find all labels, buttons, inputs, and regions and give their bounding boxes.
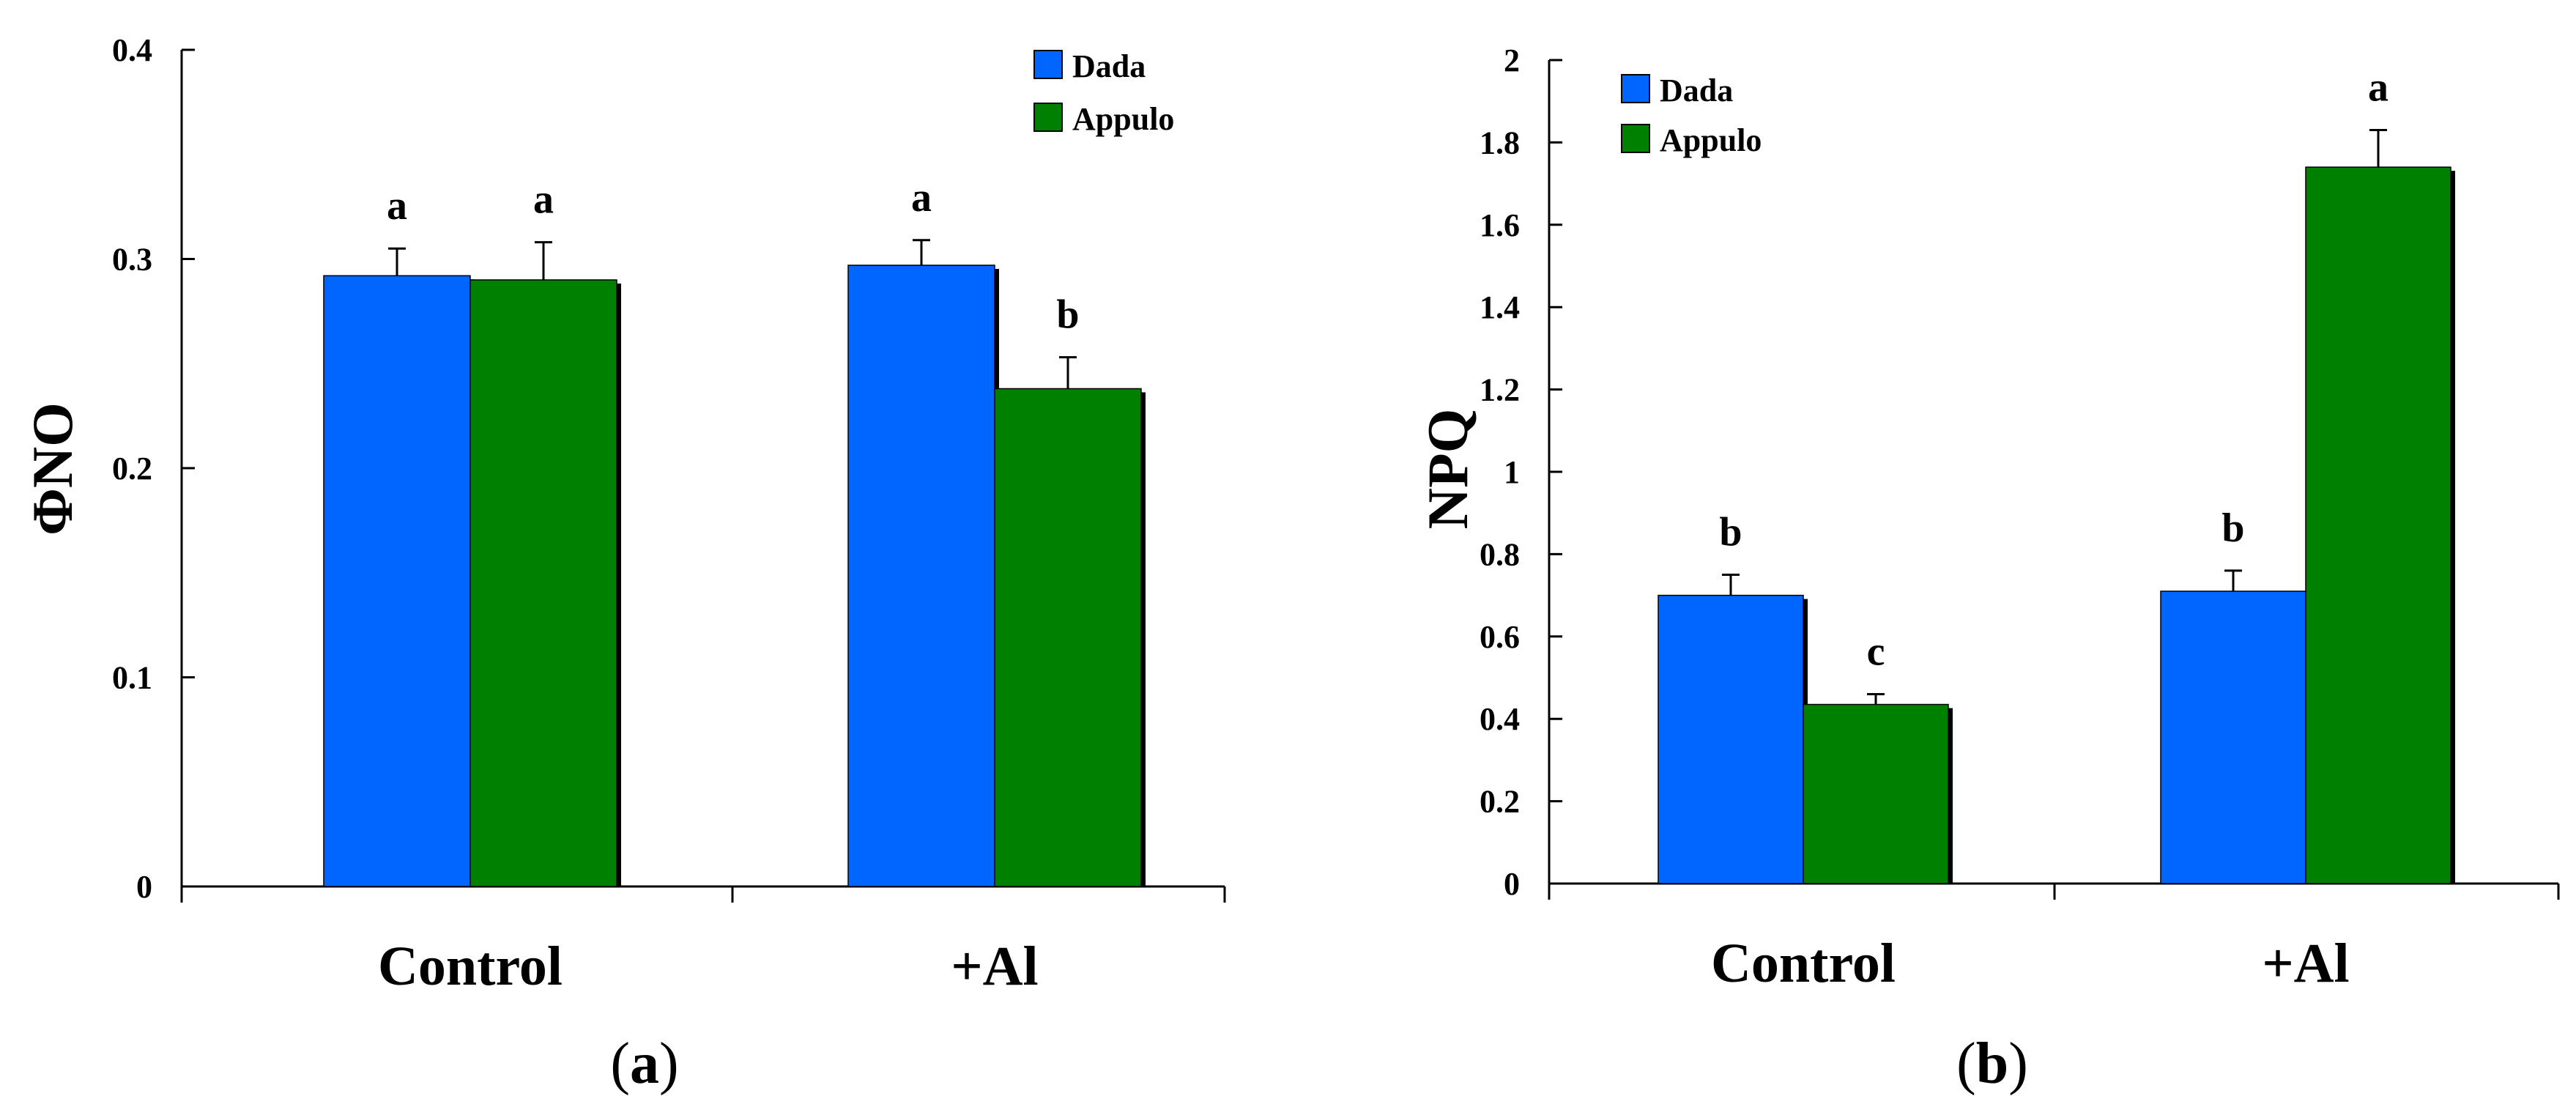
- panel-label: (a): [610, 1032, 678, 1096]
- chart-panel-a: 0 0.1 0.2 0.3 0.4 Control +Al ΦNO a a a b Dada Appulo…: [21, 32, 1226, 1096]
- significance-letter: a: [2368, 65, 2388, 111]
- y-tick-label: 1.6: [1480, 207, 1520, 243]
- y-tick-label: 0.4: [112, 32, 152, 68]
- significance-letter: a: [533, 177, 554, 223]
- panel-paren: (: [1956, 1032, 1976, 1096]
- significance-letter: a: [387, 183, 407, 229]
- significance-letter: b: [2221, 506, 2244, 551]
- panel-letter: b: [1976, 1032, 2009, 1096]
- bar-appulo: [1803, 703, 1949, 884]
- bar-dada: [1658, 594, 1804, 884]
- legend-label: Dada: [1660, 73, 1733, 108]
- bar-appulo: [469, 279, 617, 887]
- significance-letter: a: [911, 175, 932, 221]
- bar-appulo: [994, 388, 1142, 887]
- x-category-label: Control: [378, 936, 563, 997]
- y-tick-label: 0.6: [1480, 619, 1520, 655]
- bar-dada: [2160, 590, 2306, 884]
- legend-swatch-appulo: [1621, 124, 1650, 153]
- y-axis-title: NPQ: [1416, 409, 1480, 530]
- legend-label: Appulo: [1660, 122, 1762, 158]
- y-tick-label: 0.2: [1480, 784, 1520, 820]
- significance-letter: c: [1867, 629, 1885, 674]
- legend-swatch-appulo: [1033, 103, 1063, 132]
- y-tick-label: 0.8: [1480, 536, 1520, 572]
- y-axis-title: ΦNO: [21, 402, 84, 536]
- y-tick-label: 0.2: [112, 451, 152, 486]
- panel-paren: (: [610, 1032, 630, 1096]
- legend: Dada Appulo: [1033, 48, 1174, 137]
- y-tick-label: 1.2: [1480, 372, 1520, 408]
- x-category-label: Control: [1711, 933, 1896, 994]
- bar-dada: [847, 264, 995, 887]
- y-tick-label: 1.4: [1480, 289, 1520, 325]
- y-tick-label: 0: [136, 869, 152, 905]
- chart-panel-b: 0 0.2 0.4 0.6 0.8 1 1.2 1.4 1.6 1.8 2 Control +Al NPQ…: [1416, 42, 2560, 1096]
- y-tick-label: 1: [1504, 454, 1520, 490]
- y-tick-label: 1.8: [1480, 125, 1520, 160]
- x-category-label: +Al: [951, 936, 1038, 997]
- bar-appulo: [2305, 166, 2451, 884]
- panel-paren: ): [659, 1032, 679, 1096]
- y-tick-label: 0.3: [112, 242, 152, 278]
- y-tick-label: 2: [1504, 42, 1520, 78]
- significance-letter: b: [1056, 292, 1079, 338]
- legend: Dada Appulo: [1621, 73, 1762, 158]
- legend-swatch-dada: [1033, 50, 1063, 79]
- panel-label: (b): [1956, 1032, 2028, 1096]
- legend-label: Appulo: [1072, 101, 1174, 137]
- y-tick-label: 0.4: [1480, 701, 1520, 737]
- panel-paren: ): [2008, 1032, 2028, 1096]
- significance-letter: b: [1719, 510, 1742, 555]
- y-tick-label: 0: [1504, 866, 1520, 902]
- bar-dada: [323, 275, 471, 887]
- legend-label: Dada: [1072, 48, 1146, 84]
- y-tick-label: 0.1: [112, 660, 152, 696]
- x-category-label: +Al: [2262, 933, 2349, 994]
- legend-swatch-dada: [1621, 74, 1650, 103]
- panel-letter: a: [630, 1032, 659, 1096]
